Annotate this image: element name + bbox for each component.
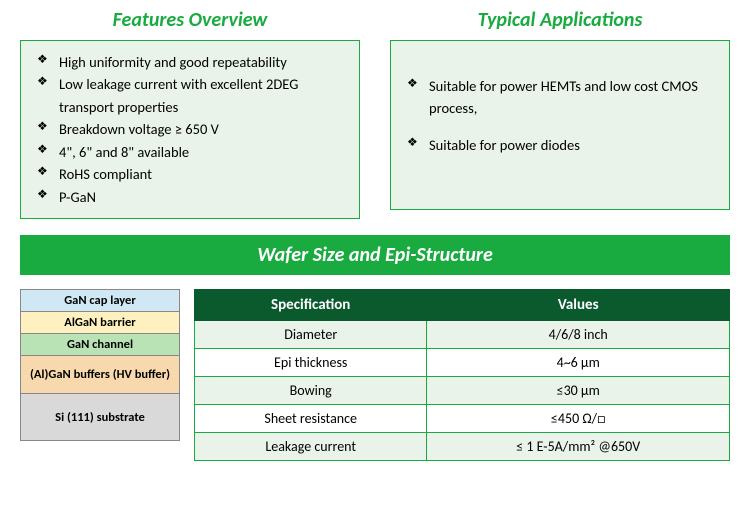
- table-cell-spec: Diameter: [195, 321, 427, 349]
- table-cell-spec: Sheet resistance: [195, 405, 427, 433]
- spec-table: Specification Values Diameter4/6/8 inchE…: [194, 289, 730, 461]
- table-row: Bowing≤30 μm: [195, 377, 730, 405]
- section-bar: Wafer Size and Epi-Structure: [20, 235, 730, 275]
- features-item: Breakdown voltage ≥ 650 V: [43, 118, 345, 140]
- features-list: High uniformity and good repeatabilityLo…: [43, 51, 345, 208]
- features-box: High uniformity and good repeatabilityLo…: [20, 40, 360, 219]
- table-row: Epi thickness4~6 μm: [195, 349, 730, 377]
- features-item: Low leakage current with excellent 2DEG …: [43, 73, 345, 118]
- epi-stack: GaN cap layerAlGaN barrierGaN channel(Al…: [20, 289, 180, 441]
- top-row: Features Overview High uniformity and go…: [20, 8, 730, 219]
- applications-heading: Typical Applications: [390, 8, 730, 32]
- table-cell-value: ≤ 1 E-5A/mm² @650V: [427, 433, 730, 461]
- epi-layer: GaN channel: [21, 334, 179, 356]
- features-item: RoHS compliant: [43, 163, 345, 185]
- applications-item: Suitable for power diodes: [413, 134, 715, 156]
- applications-item: Suitable for power HEMTs and low cost CM…: [413, 75, 715, 120]
- epi-layer: Si (111) substrate: [21, 394, 179, 440]
- epi-layer: AlGaN barrier: [21, 312, 179, 334]
- features-column: Features Overview High uniformity and go…: [20, 8, 360, 219]
- table-cell-value: 4/6/8 inch: [427, 321, 730, 349]
- table-row: Leakage current≤ 1 E-5A/mm² @650V: [195, 433, 730, 461]
- table-cell-spec: Bowing: [195, 377, 427, 405]
- applications-list: Suitable for power HEMTs and low cost CM…: [413, 75, 715, 156]
- epi-layer: GaN cap layer: [21, 290, 179, 312]
- table-row: Sheet resistance≤450 Ω/□: [195, 405, 730, 433]
- table-cell-value: ≤450 Ω/□: [427, 405, 730, 433]
- features-item: 4", 6" and 8" available: [43, 141, 345, 163]
- features-heading: Features Overview: [20, 8, 360, 32]
- table-cell-value: ≤30 μm: [427, 377, 730, 405]
- features-item: High uniformity and good repeatability: [43, 51, 345, 73]
- table-header-spec: Specification: [195, 290, 427, 321]
- features-item: P-GaN: [43, 186, 345, 208]
- applications-column: Typical Applications Suitable for power …: [390, 8, 730, 219]
- table-cell-value: 4~6 μm: [427, 349, 730, 377]
- table-row: Diameter4/6/8 inch: [195, 321, 730, 349]
- table-header-values: Values: [427, 290, 730, 321]
- table-cell-spec: Leakage current: [195, 433, 427, 461]
- table-header-row: Specification Values: [195, 290, 730, 321]
- epi-layer: (Al)GaN buffers (HV buffer): [21, 356, 179, 394]
- table-cell-spec: Epi thickness: [195, 349, 427, 377]
- applications-box: Suitable for power HEMTs and low cost CM…: [390, 40, 730, 210]
- bottom-row: GaN cap layerAlGaN barrierGaN channel(Al…: [20, 289, 730, 461]
